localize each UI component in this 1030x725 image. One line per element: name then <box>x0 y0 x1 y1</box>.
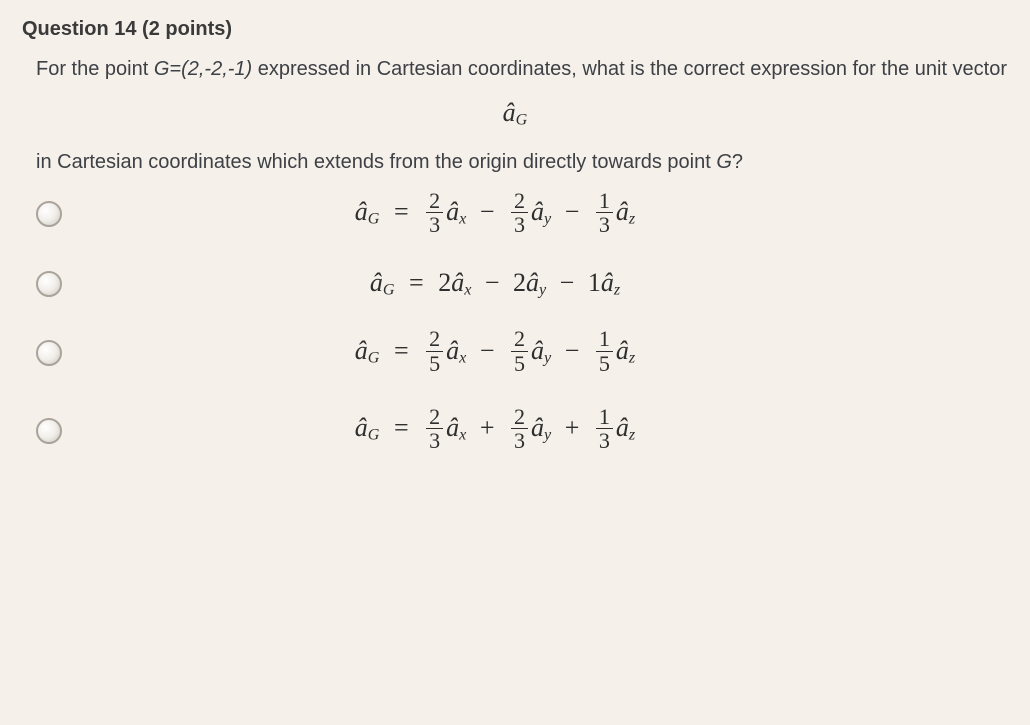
option-a-math: âG = 23âx − 23ây − 13âz <box>122 191 1008 238</box>
stem-suffix: expressed in Cartesian coordinates, what… <box>252 58 1007 80</box>
radio-c[interactable] <box>36 340 62 366</box>
point-definition: G=(2,-2,-1) <box>154 58 252 80</box>
question-points: (2 points) <box>142 18 232 40</box>
radio-b[interactable] <box>36 271 62 297</box>
question-stem-line1: For the point G=(2,-2,-1) expressed in C… <box>36 55 1008 84</box>
stem-prefix: For the point <box>36 58 154 80</box>
radio-a[interactable] <box>36 201 62 227</box>
question-page: Question 14 (2 points) For the point G=(… <box>0 0 1030 725</box>
point-name: G <box>716 151 732 173</box>
option-row-c: âG = 25âx − 25ây − 15âz <box>36 329 1008 376</box>
option-row-a: âG = 23âx − 23ây − 13âz <box>36 191 1008 238</box>
option-c-math: âG = 25âx − 25ây − 15âz <box>122 329 1008 376</box>
stem-line2-text: in Cartesian coordinates which extends f… <box>36 151 716 173</box>
center-unit-vector: âG <box>22 98 1008 130</box>
option-row-b: âG = 2âx − 2ây − 1âz <box>36 268 1008 300</box>
options-list: âG = 23âx − 23ây − 13âz âG = 2âx − 2ây −… <box>36 191 1008 455</box>
option-row-d: âG = 23âx + 23ây + 13âz <box>36 407 1008 454</box>
stem-qmark: ? <box>732 151 743 173</box>
radio-d[interactable] <box>36 418 62 444</box>
question-stem-line2: in Cartesian coordinates which extends f… <box>36 148 1008 177</box>
option-b-math: âG = 2âx − 2ây − 1âz <box>122 268 1008 300</box>
ahat-g: âG <box>503 98 528 127</box>
question-number: Question 14 <box>22 18 136 40</box>
option-d-math: âG = 23âx + 23ây + 13âz <box>122 407 1008 454</box>
question-title: Question 14 (2 points) <box>22 18 1008 41</box>
